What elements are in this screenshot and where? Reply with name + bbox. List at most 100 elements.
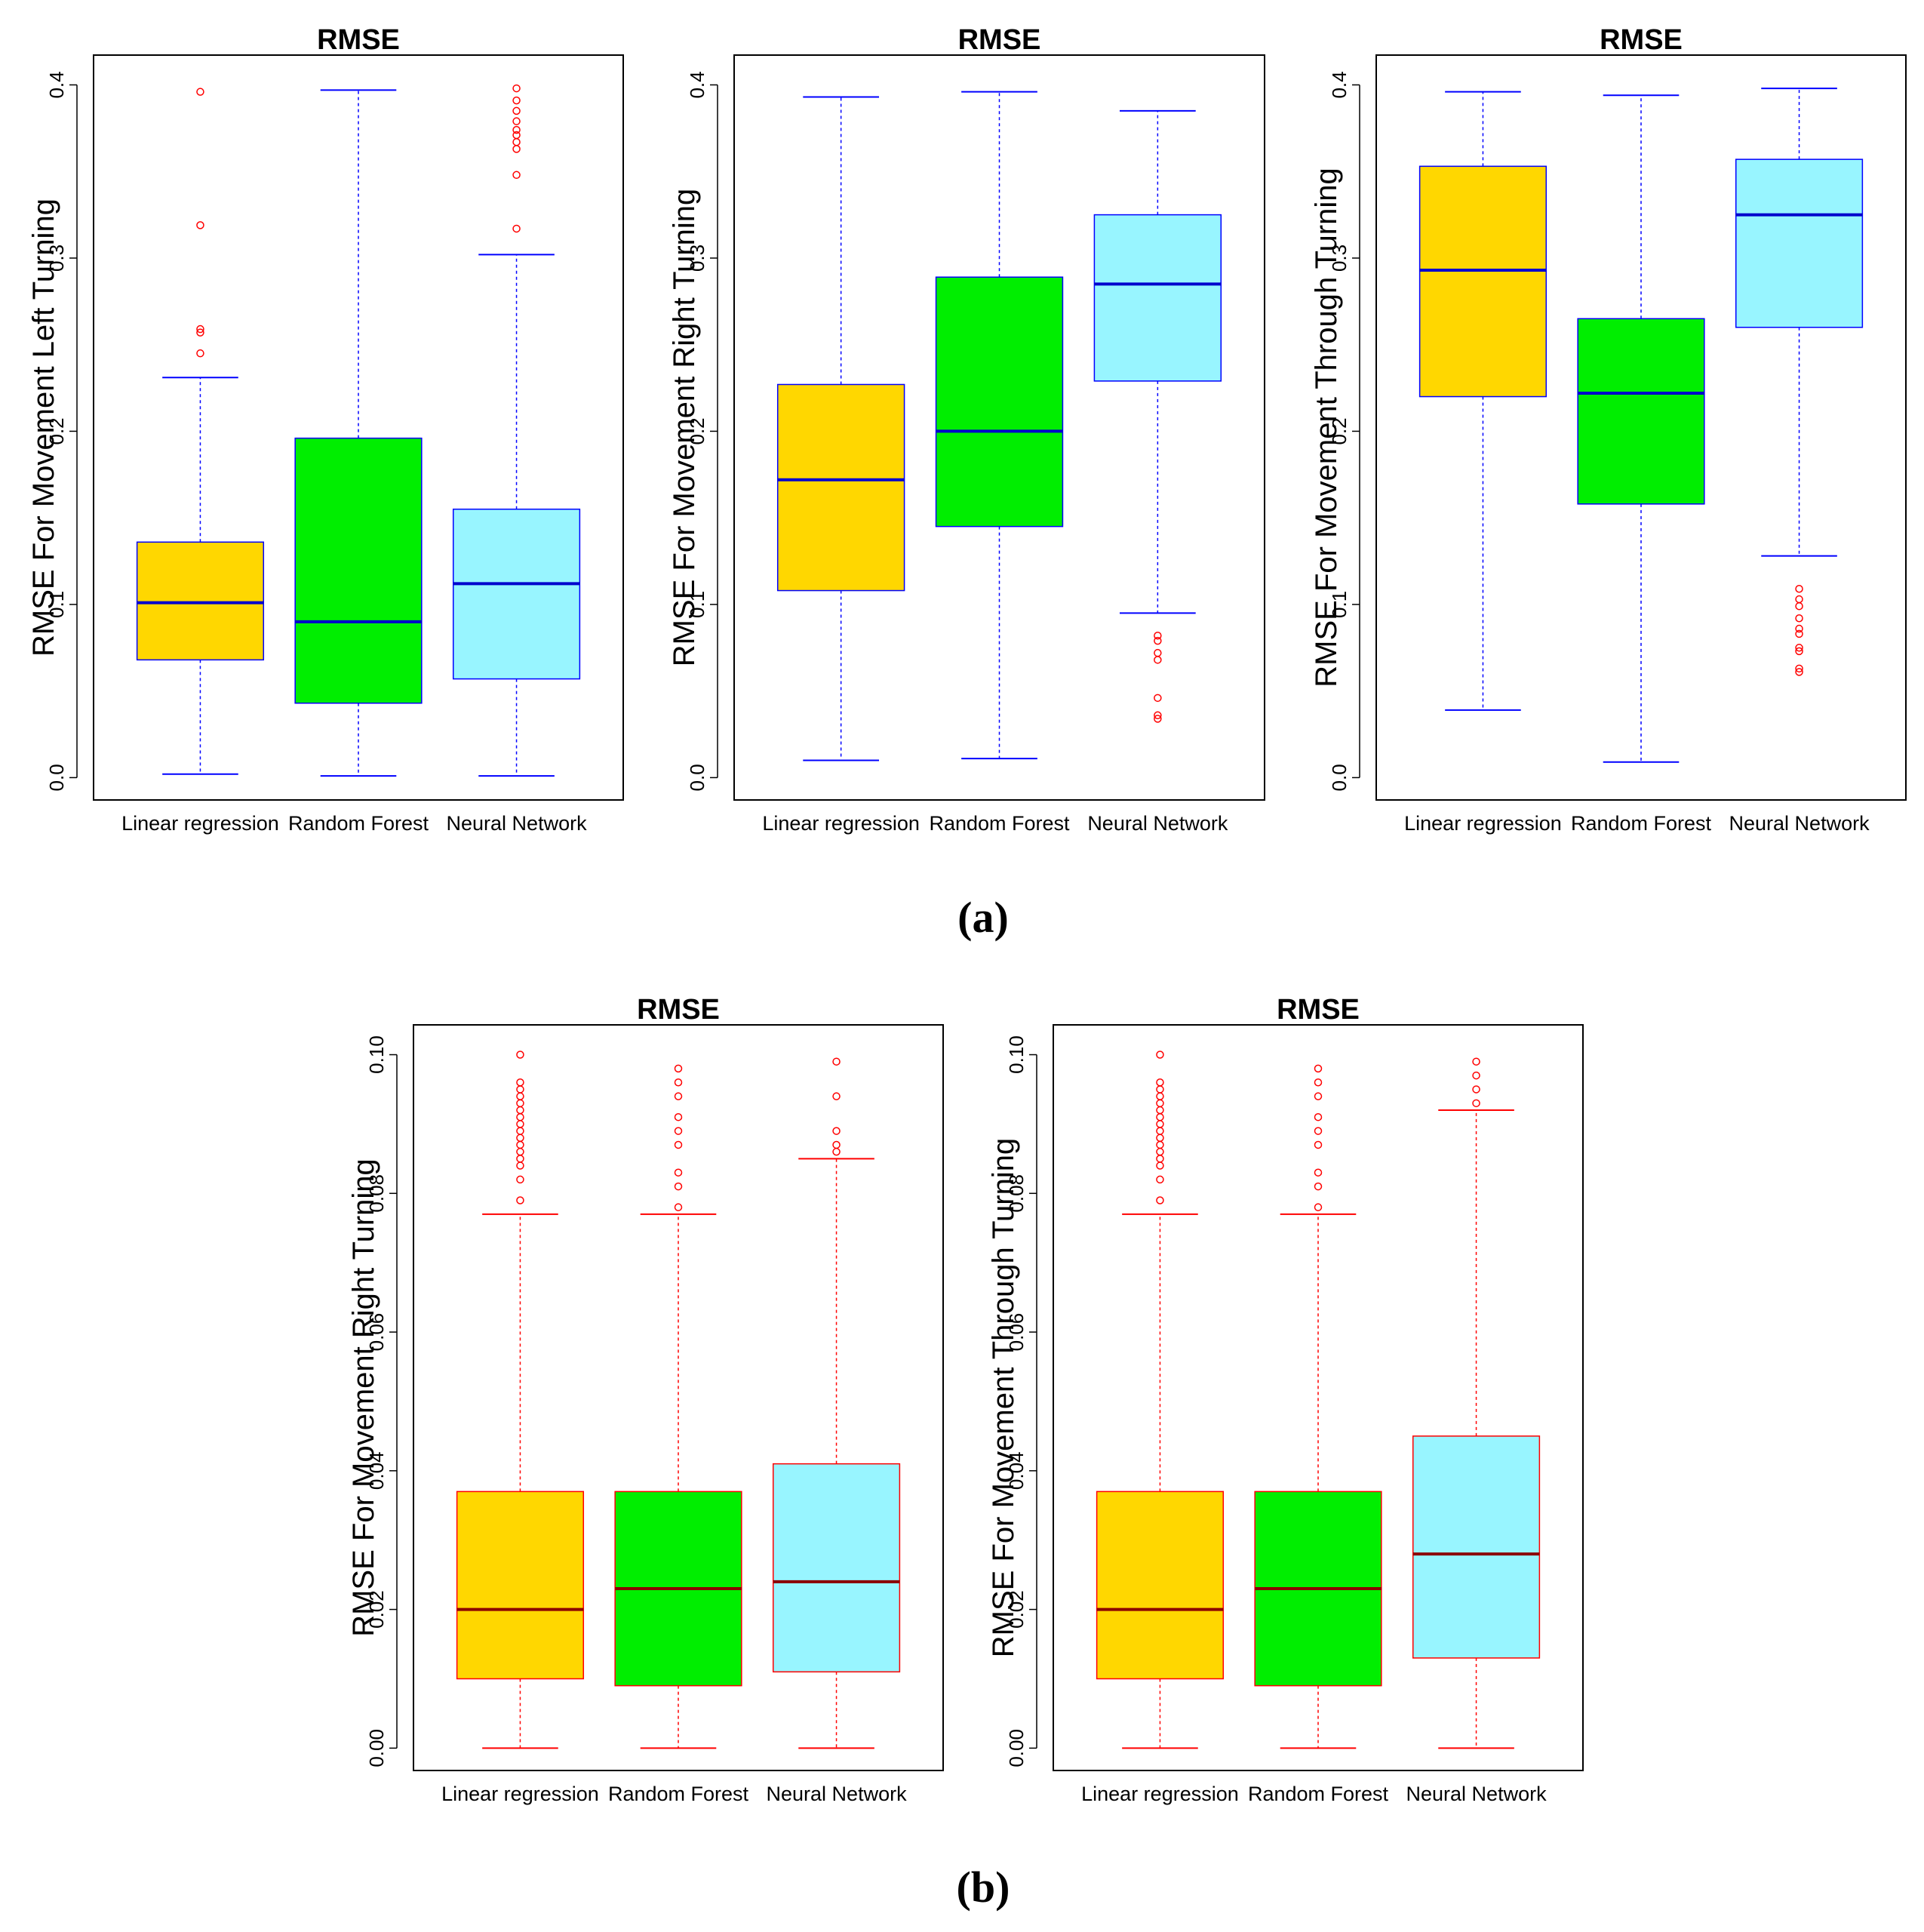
y-tick-label: 0.4 (1328, 71, 1351, 98)
outlier-point (516, 1120, 524, 1128)
outlier-point (1154, 648, 1162, 657)
y-tick-label: 0.08 (1005, 1174, 1028, 1213)
outlier-point (1795, 647, 1803, 656)
outlier-point (516, 1134, 524, 1143)
y-tick-label: 0.4 (45, 71, 68, 98)
x-category-label: Neural Network (1087, 812, 1228, 835)
outlier-point (832, 1147, 841, 1156)
y-tick-label: 0.10 (1005, 1035, 1028, 1074)
outlier-point (1156, 1092, 1164, 1100)
chart-4: RMSE RMSE For Movement Right Turning 0.00 0… (347, 994, 944, 1805)
outlier-point (516, 1092, 524, 1100)
outlier-point (1156, 1051, 1164, 1059)
chart-title: RMSE (1600, 24, 1683, 56)
x-category-label: Linear regression (121, 812, 279, 835)
outlier-point (832, 1092, 841, 1100)
outlier-point (512, 125, 521, 134)
plot-frame (93, 54, 624, 801)
box-3: Neural Network (1729, 88, 1870, 835)
outlier-point (1314, 1182, 1323, 1191)
outlier-point (512, 106, 521, 115)
outlier-point (1156, 1134, 1164, 1143)
outlier-point (1314, 1140, 1323, 1149)
x-category-label: Random Forest (1571, 812, 1712, 835)
outlier-point (832, 1140, 841, 1149)
outlier-point (512, 224, 521, 233)
y-tick-label: 0.0 (1328, 764, 1351, 791)
y-tick-label: 0.04 (365, 1452, 388, 1491)
outlier-point (516, 1078, 524, 1087)
box-2: Random Forest (1571, 94, 1712, 835)
x-category-label: Random Forest (1248, 1783, 1389, 1805)
outlier-point (674, 1112, 683, 1121)
chart-title: RMSE (317, 24, 400, 56)
x-category-label: Linear regression (1404, 812, 1562, 835)
outlier-point (1156, 1127, 1164, 1135)
outlier-point (832, 1057, 841, 1066)
x-category-label: Random Forest (929, 812, 1070, 835)
outlier-point (1472, 1099, 1480, 1108)
iqr-box (1096, 1491, 1225, 1680)
outlier-point (1795, 585, 1803, 593)
outlier-point (516, 1085, 524, 1094)
outlier-point (1154, 656, 1162, 664)
outlier-point (1156, 1147, 1164, 1156)
x-category-label: Linear regression (762, 812, 920, 835)
outlier-point (674, 1078, 683, 1087)
chart-title: RMSE (637, 994, 720, 1026)
box-2: Random Forest (1248, 1064, 1389, 1805)
outlier-point (196, 88, 204, 96)
y-tick-label: 0.00 (1005, 1729, 1028, 1767)
outlier-point (1156, 1196, 1164, 1204)
iqr-box (776, 383, 905, 592)
outlier-point (1154, 636, 1162, 645)
outlier-point (1795, 624, 1803, 633)
box-2: Random Forest (608, 1064, 749, 1805)
outlier-point (1156, 1106, 1164, 1115)
caption-a: (a) (957, 893, 1009, 942)
y-tick-label: 0.1 (45, 591, 68, 618)
outlier-point (512, 145, 521, 153)
y-tick-label: 0.0 (45, 764, 68, 791)
outlier-point (516, 1140, 524, 1149)
box-1: Linear regression (1081, 1051, 1239, 1805)
y-axis-label: RMSE For Movement Right Turning (347, 1158, 380, 1637)
outlier-point (1156, 1155, 1164, 1163)
outlier-point (516, 1161, 524, 1170)
x-category-label: Linear regression (441, 1783, 599, 1805)
box-1: Linear regression (762, 96, 920, 835)
chart-1: RMSE RMSE For Movement Left Turning 0.0 0.1… (27, 24, 624, 835)
box-2: Random Forest (288, 89, 429, 835)
iqr-box (1418, 165, 1547, 398)
iqr-box (1412, 1435, 1541, 1659)
outlier-point (196, 325, 204, 334)
outlier-point (512, 131, 521, 140)
iqr-box (136, 541, 265, 661)
plot-frame (1375, 54, 1907, 801)
outlier-point (1472, 1057, 1480, 1066)
outlier-point (1795, 601, 1803, 611)
outlier-point (1156, 1078, 1164, 1087)
outlier-point (196, 349, 204, 358)
box-1: Linear regression (441, 1051, 599, 1805)
outlier-point (674, 1203, 683, 1211)
outlier-point (1314, 1064, 1323, 1073)
outlier-point (1156, 1085, 1164, 1094)
outlier-point (516, 1099, 524, 1108)
outlier-point (1314, 1203, 1323, 1211)
y-tick-label: 0.4 (686, 71, 708, 98)
y-tick-label: 0.1 (1328, 591, 1351, 618)
chart-title: RMSE (1277, 994, 1360, 1026)
outlier-point (512, 96, 521, 105)
outlier-point (1795, 614, 1803, 623)
y-tick-label: 0.2 (1328, 417, 1351, 445)
plot-frame (413, 1024, 944, 1771)
plot-frame (1053, 1024, 1584, 1771)
outlier-point (1472, 1085, 1480, 1094)
box-3: Neural Network (767, 1057, 907, 1805)
y-tick-label: 0.3 (1328, 245, 1351, 272)
iqr-box (452, 508, 581, 680)
y-axis-label: RMSE For Movement Left Turning (27, 198, 60, 657)
y-tick-label: 0.3 (686, 245, 708, 272)
